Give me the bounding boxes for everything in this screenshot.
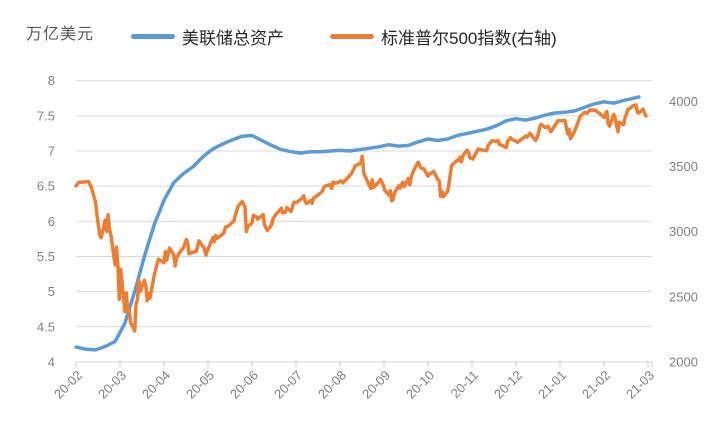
legend-item-sp500: 标准普尔500指数(右轴) <box>330 25 557 48</box>
left-axis-tick-label: 5 <box>48 284 55 299</box>
x-axis-tick-label: 20-12 <box>491 368 525 402</box>
x-axis-tick-label: 21-01 <box>535 368 569 402</box>
x-axis-tick-label: 20-07 <box>271 368 305 402</box>
x-axis-tick-label: 20-03 <box>95 368 129 402</box>
x-axis-tick-label: 20-05 <box>183 368 217 402</box>
legend-label-sp500: 标准普尔500指数(右轴) <box>381 28 557 48</box>
left-axis-tick-label: 4.5 <box>37 319 55 334</box>
fed-assets-line-swatch <box>131 33 175 39</box>
left-axis-tick-label: 7.5 <box>37 108 55 123</box>
left-axis-tick-label: 6 <box>48 214 55 229</box>
x-axis-tick-label: 20-02 <box>51 368 85 402</box>
x-axis-tick-label: 21-02 <box>579 368 613 402</box>
x-axis-tick-label: 20-10 <box>403 368 437 402</box>
fed-assets-line <box>74 95 641 352</box>
left-axis-unit-label: 万亿美元 <box>26 26 95 43</box>
right-axis-tick-label: 4000 <box>669 94 698 109</box>
sp500-line-swatch <box>330 33 374 39</box>
right-axis-tick-label: 3500 <box>669 159 698 174</box>
sp500-line <box>74 103 648 333</box>
x-axis-tick-label: 20-11 <box>448 368 481 401</box>
left-axis-tick-label: 5.5 <box>37 249 55 264</box>
left-axis-tick-label: 6.5 <box>37 179 55 194</box>
legend-item-fed-assets: 美联储总资产 <box>131 25 284 48</box>
right-axis-tick-label: 2000 <box>669 354 698 369</box>
left-axis-tick-label: 8 <box>48 73 55 88</box>
legend-label-fed-assets: 美联储总资产 <box>182 28 284 48</box>
right-axis-tick-label: 2500 <box>669 289 698 304</box>
x-axis-tick-label: 21-03 <box>623 368 657 402</box>
x-axis-tick-label: 20-04 <box>139 368 173 402</box>
chart-legend: 美联储总资产 标准普尔500指数(右轴) <box>0 25 720 48</box>
left-axis-tick-label: 7 <box>48 144 55 159</box>
x-axis-tick-label: 20-06 <box>227 368 261 402</box>
x-axis-tick-label: 20-09 <box>359 368 393 402</box>
left-axis-tick-label: 4 <box>48 354 55 369</box>
right-axis-tick-label: 3000 <box>669 224 698 239</box>
x-axis-tick-label: 20-08 <box>315 368 349 402</box>
